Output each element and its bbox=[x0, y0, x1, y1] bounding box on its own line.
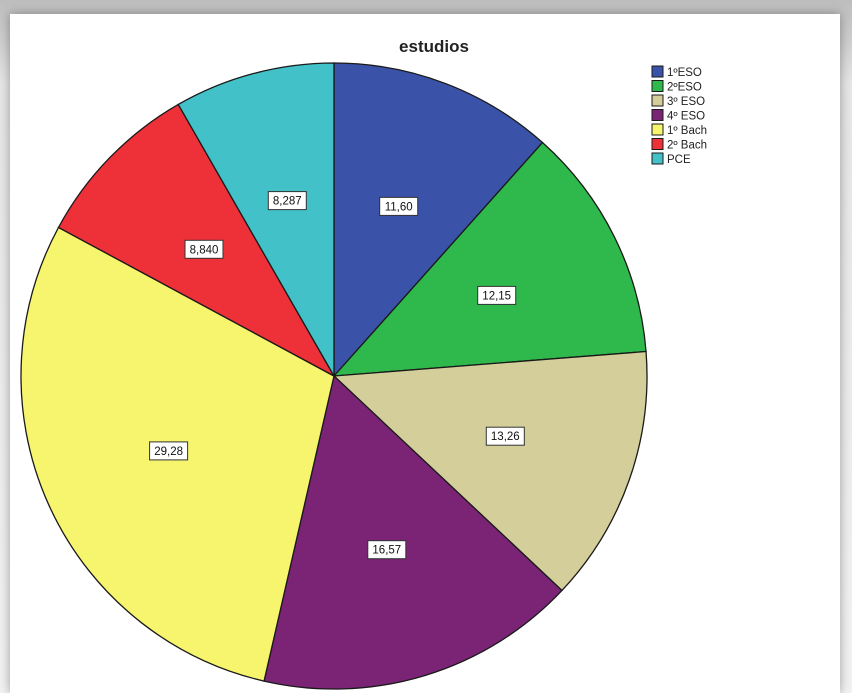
slice-label-text: 8,287 bbox=[273, 196, 302, 208]
slice-label-box bbox=[477, 285, 517, 305]
slice-label-2: 13,26 bbox=[485, 426, 525, 446]
legend-label: 3º ESO bbox=[667, 96, 705, 108]
slice-label-6: 8,287 bbox=[267, 191, 307, 211]
slice-label-4: 29,28 bbox=[149, 441, 189, 461]
slice-label-0: 11,60 bbox=[379, 196, 419, 216]
pie-slice-3 bbox=[263, 374, 563, 690]
slice-label-box bbox=[485, 426, 525, 446]
legend-label: 2º Bach bbox=[667, 140, 707, 152]
legend-swatch bbox=[651, 138, 664, 150]
slice-label-text: 29,28 bbox=[154, 446, 183, 458]
legend: 1ºESO 2ºESO 3º ESO 4º ESO 1º Bach 2º Bach PCE bbox=[651, 65, 707, 166]
slice-label-text: 13,26 bbox=[491, 431, 520, 443]
legend-swatch bbox=[651, 109, 664, 121]
legend-item-1: 2ºESO bbox=[651, 80, 702, 94]
slice-label-box bbox=[184, 239, 224, 259]
slice-label-3: 16,57 bbox=[367, 540, 407, 560]
legend-swatch bbox=[651, 152, 664, 165]
slice-label-box bbox=[379, 196, 419, 216]
slice-label-5: 8,840 bbox=[184, 239, 224, 259]
legend-item-6: PCE bbox=[651, 152, 691, 166]
legend-label: 4º ESO bbox=[667, 111, 705, 123]
legend-label: 1ºESO bbox=[667, 67, 702, 79]
legend-item-3: 4º ESO bbox=[651, 109, 705, 123]
slice-label-1: 12,15 bbox=[477, 285, 517, 305]
legend-swatch bbox=[651, 80, 664, 92]
pie-slices bbox=[20, 62, 648, 690]
pie-slice-6 bbox=[177, 62, 335, 379]
slice-labels: 11,60 12,15 13,26 16,57 29,28 8,840 8,287 bbox=[149, 191, 525, 560]
slice-label-text: 8,840 bbox=[190, 244, 219, 256]
legend-swatch bbox=[651, 123, 664, 136]
pie-slice-0 bbox=[333, 62, 544, 378]
slice-label-text: 12,15 bbox=[482, 290, 511, 302]
legend-item-5: 2º Bach bbox=[651, 138, 707, 152]
legend-item-0: 1ºESO bbox=[651, 65, 702, 79]
legend-swatch bbox=[651, 94, 664, 107]
pie-slice-1 bbox=[332, 141, 647, 377]
slice-label-text: 11,60 bbox=[385, 201, 413, 213]
chart-title: estudios bbox=[399, 37, 469, 56]
slice-label-text: 16,57 bbox=[372, 545, 401, 557]
legend-item-4: 1º Bach bbox=[651, 123, 707, 137]
slice-label-box bbox=[149, 441, 189, 461]
legend-label: 1º Bach bbox=[667, 125, 707, 137]
legend-swatch bbox=[651, 65, 664, 78]
legend-label: PCE bbox=[667, 154, 691, 166]
pie-slice-2 bbox=[332, 350, 648, 592]
legend-label: 2ºESO bbox=[667, 82, 702, 94]
slice-label-box bbox=[367, 540, 407, 560]
legend-item-2: 3º ESO bbox=[651, 94, 705, 108]
slice-label-box bbox=[267, 191, 307, 211]
